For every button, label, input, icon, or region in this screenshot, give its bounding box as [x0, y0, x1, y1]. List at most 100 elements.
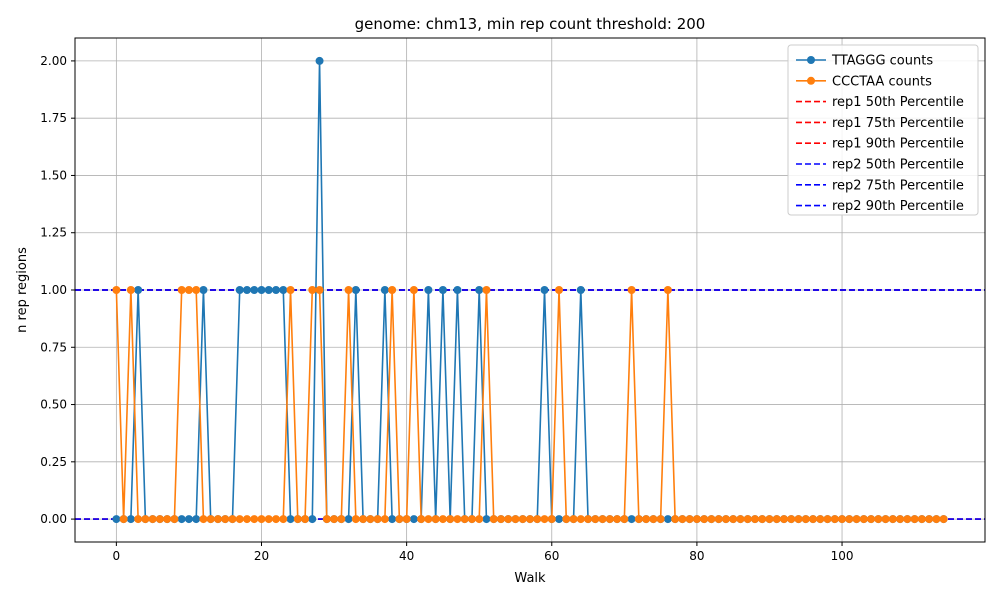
data-point: [809, 515, 818, 524]
data-point: [366, 515, 375, 524]
data-point: [881, 515, 890, 524]
data-point: [141, 515, 150, 524]
data-point: [199, 286, 208, 294]
x-axis-label: Walk: [514, 571, 546, 586]
data-point: [126, 286, 135, 294]
data-point: [293, 515, 302, 524]
data-point: [772, 515, 781, 524]
data-point: [330, 515, 339, 524]
data-point: [264, 515, 273, 524]
data-point: [177, 286, 186, 294]
data-point: [569, 515, 578, 524]
legend-label: rep2 75th Percentile: [832, 178, 964, 193]
data-point: [395, 515, 404, 524]
data-point: [591, 515, 600, 524]
x-tick-label: 40: [399, 549, 414, 563]
legend-item: rep2 90th Percentile: [796, 199, 964, 214]
legend-frame: [787, 44, 979, 216]
y-tick-label: 1.50: [40, 168, 67, 182]
data-point: [533, 515, 542, 524]
x-tick-label: 60: [544, 549, 559, 563]
data-point: [221, 515, 230, 524]
data-point: [656, 515, 665, 524]
data-point: [155, 515, 164, 524]
data-point: [867, 515, 876, 524]
legend-item: rep2 50th Percentile: [796, 158, 964, 173]
y-axis-ticks: 0.00 0.25 0.50 0.75 1.00 1.25 1.50 1.75 2.00: [40, 54, 75, 526]
data-point: [170, 515, 179, 524]
data-point: [446, 515, 455, 524]
data-point: [119, 515, 128, 524]
data-point: [678, 515, 687, 524]
data-point: [235, 286, 244, 294]
data-point: [917, 515, 926, 524]
y-tick-label: 0.75: [40, 340, 67, 354]
data-point: [177, 515, 186, 524]
legend-label: rep1 90th Percentile: [832, 137, 964, 152]
data-point: [373, 515, 382, 524]
data-point: [250, 515, 259, 524]
data-point: [308, 515, 317, 524]
data-point: [344, 515, 353, 524]
data-point: [540, 286, 549, 294]
data-point: [504, 515, 513, 524]
data-point: [344, 286, 353, 294]
data-point: [250, 286, 259, 294]
series-group: [112, 56, 948, 524]
legend-label: rep2 50th Percentile: [832, 158, 964, 173]
data-point: [859, 515, 868, 524]
data-point: [184, 286, 193, 294]
data-point: [714, 515, 723, 524]
y-tick-label: 1.25: [40, 226, 67, 240]
data-point: [134, 515, 143, 524]
data-point: [380, 515, 389, 524]
data-point: [467, 515, 476, 524]
data-point: [779, 515, 788, 524]
data-point: [279, 515, 288, 524]
data-point: [235, 515, 244, 524]
data-point: [925, 515, 934, 524]
legend-item: rep2 75th Percentile: [796, 178, 964, 193]
data-point: [649, 515, 658, 524]
data-point: [801, 515, 810, 524]
data-point: [286, 286, 295, 294]
data-point: [409, 515, 418, 524]
data-point: [199, 515, 208, 524]
data-point: [642, 515, 651, 524]
series-ccctaa: [112, 286, 948, 524]
data-point: [192, 286, 201, 294]
legend: TTAGGG counts CCCTAA counts rep1 50th Perc…: [787, 44, 979, 216]
data-point: [315, 286, 324, 294]
data-point: [453, 515, 462, 524]
data-point: [112, 286, 121, 294]
data-point: [765, 515, 774, 524]
data-point: [707, 515, 716, 524]
data-point: [750, 515, 759, 524]
data-point: [359, 515, 368, 524]
data-point: [576, 286, 585, 294]
data-point: [460, 515, 469, 524]
data-point: [584, 515, 593, 524]
data-point: [576, 515, 585, 524]
legend-item: CCCTAA counts: [796, 74, 932, 89]
data-point: [605, 515, 614, 524]
data-point: [845, 515, 854, 524]
data-point: [555, 515, 564, 524]
y-tick-label: 2.00: [40, 54, 67, 68]
data-point: [692, 515, 701, 524]
legend-item: TTAGGG counts: [796, 54, 933, 69]
data-point: [475, 286, 484, 294]
data-point: [388, 515, 397, 524]
data-point: [279, 286, 288, 294]
data-point: [257, 286, 266, 294]
data-point: [721, 515, 730, 524]
y-axis-label: n rep regions: [15, 247, 30, 333]
data-point: [816, 515, 825, 524]
data-point: [598, 515, 607, 524]
data-point: [526, 515, 534, 524]
legend-item: rep1 90th Percentile: [796, 137, 964, 152]
x-axis-ticks: 0 20 40 60 80 100: [113, 542, 853, 563]
data-point: [888, 515, 897, 524]
data-point: [257, 515, 266, 524]
data-point: [272, 286, 281, 294]
